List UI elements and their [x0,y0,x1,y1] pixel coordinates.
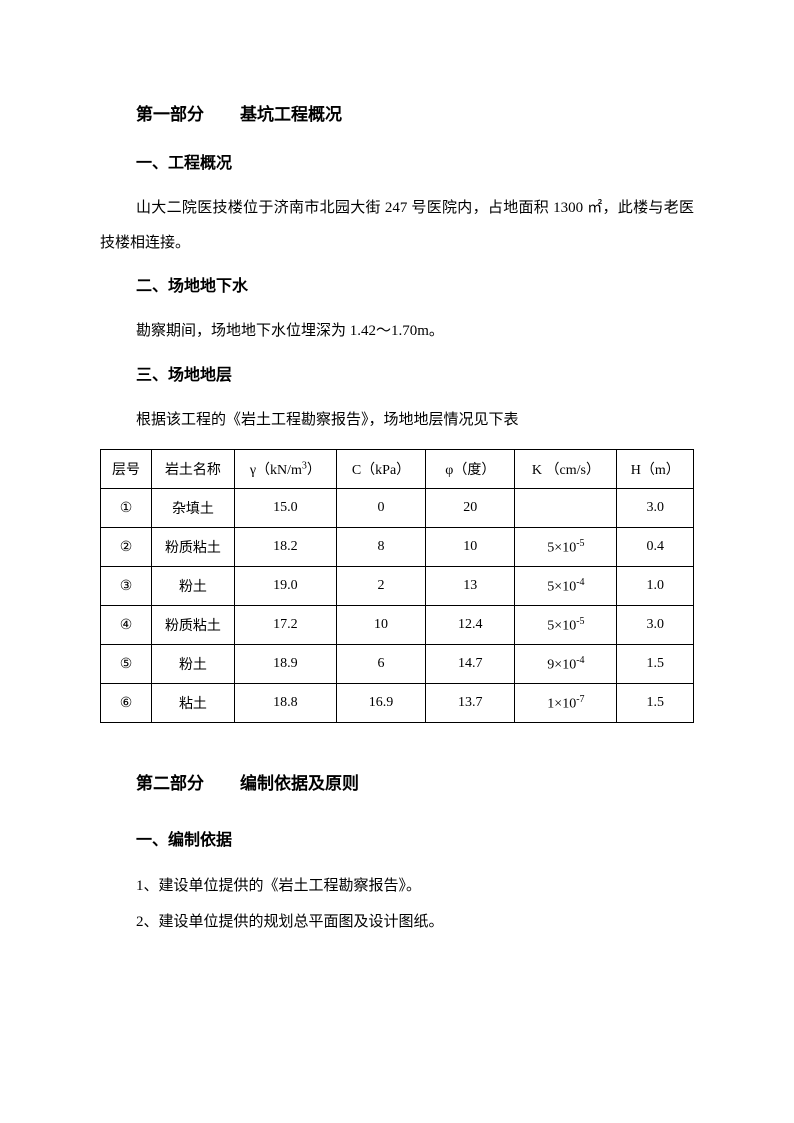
cell-k: 5×10-5 [515,606,617,645]
table-header-row: 层号 岩土名称 γ（kN/m3） C（kPa） φ（度） K （cm/s） H（… [101,450,694,489]
part2-main: 编制依据及原则 [240,774,359,793]
part1-s3-heading: 三、场地地层 [100,361,694,385]
part2-prefix: 第二部分 [136,774,204,793]
cell-c: 0 [336,489,425,528]
cell-k: 5×10-4 [515,567,617,606]
cell-h: 3.0 [617,489,694,528]
cell-phi: 10 [426,528,515,567]
cell-gamma: 18.9 [234,645,336,684]
cell-layer: ③ [101,567,152,606]
table-row: ③粉土19.02135×10-41.0 [101,567,694,606]
cell-k: 5×10-5 [515,528,617,567]
cell-c: 10 [336,606,425,645]
table-row: ①杂填土15.0020 3.0 [101,489,694,528]
cell-h: 1.5 [617,684,694,723]
cell-name: 粉质粘土 [152,606,235,645]
cell-name: 粉质粘土 [152,528,235,567]
cell-name: 粘土 [152,684,235,723]
part2-title: 第二部分 编制依据及原则 [100,769,694,794]
soil-layer-table: 层号 岩土名称 γ（kN/m3） C（kPa） φ（度） K （cm/s） H（… [100,449,694,723]
cell-phi: 13 [426,567,515,606]
cell-h: 1.0 [617,567,694,606]
part1-s1-heading: 一、工程概况 [100,149,694,173]
cell-layer: ② [101,528,152,567]
cell-name: 粉土 [152,567,235,606]
th-layer: 层号 [101,450,152,489]
cell-layer: ⑤ [101,645,152,684]
cell-layer: ① [101,489,152,528]
cell-h: 1.5 [617,645,694,684]
table-row: ⑥粘土18.816.913.71×10-71.5 [101,684,694,723]
th-k: K （cm/s） [515,450,617,489]
part1-prefix: 第一部分 [136,105,204,124]
part1-s2-text: 勘察期间，场地地下水位埋深为 1.42～1.70m。 [100,314,694,349]
cell-k: 1×10-7 [515,684,617,723]
list-item: 2、建设单位提供的规划总平面图及设计图纸。 [100,904,694,940]
cell-phi: 20 [426,489,515,528]
cell-gamma: 18.8 [234,684,336,723]
part1-main: 基坑工程概况 [240,105,342,124]
cell-phi: 14.7 [426,645,515,684]
cell-h: 0.4 [617,528,694,567]
th-c: C（kPa） [336,450,425,489]
list-item: 1、建设单位提供的《岩土工程勘察报告》。 [100,868,694,904]
th-name: 岩土名称 [152,450,235,489]
table-row: ⑤粉土18.9614.79×10-41.5 [101,645,694,684]
cell-gamma: 18.2 [234,528,336,567]
table-row: ②粉质粘土18.28105×10-50.4 [101,528,694,567]
cell-gamma: 17.2 [234,606,336,645]
cell-c: 2 [336,567,425,606]
cell-c: 16.9 [336,684,425,723]
cell-phi: 13.7 [426,684,515,723]
cell-k: 9×10-4 [515,645,617,684]
cell-c: 6 [336,645,425,684]
cell-name: 粉土 [152,645,235,684]
cell-name: 杂填土 [152,489,235,528]
part1-title: 第一部分 基坑工程概况 [100,100,694,125]
cell-layer: ⑥ [101,684,152,723]
cell-c: 8 [336,528,425,567]
th-gamma: γ（kN/m3） [234,450,336,489]
part1-s1-text: 山大二院医技楼位于济南市北园大街 247 号医院内，占地面积 1300 ㎡，此楼… [100,191,694,260]
part2-s1-heading: 一、编制依据 [100,826,694,850]
th-phi: φ（度） [426,450,515,489]
table-row: ④粉质粘土17.21012.45×10-53.0 [101,606,694,645]
cell-phi: 12.4 [426,606,515,645]
th-h: H（m） [617,450,694,489]
part1-s2-heading: 二、场地地下水 [100,272,694,296]
cell-h: 3.0 [617,606,694,645]
cell-gamma: 15.0 [234,489,336,528]
cell-gamma: 19.0 [234,567,336,606]
cell-layer: ④ [101,606,152,645]
part1-s3-intro: 根据该工程的《岩土工程勘察报告》，场地地层情况见下表 [100,403,694,438]
cell-k [515,489,617,528]
